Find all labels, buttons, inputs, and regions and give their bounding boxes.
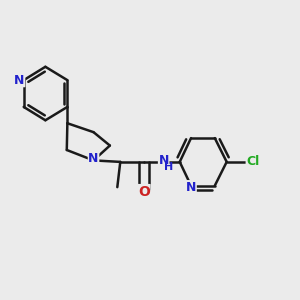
Text: H: H [164, 162, 173, 172]
Text: N: N [88, 152, 99, 164]
Text: N: N [14, 74, 25, 87]
Text: Cl: Cl [246, 155, 260, 168]
Text: N: N [158, 154, 169, 167]
Text: O: O [138, 184, 150, 199]
Text: N: N [186, 181, 196, 194]
